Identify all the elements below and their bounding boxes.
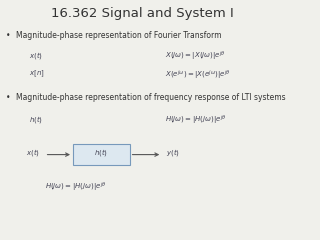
Text: Magnitude-phase representation of Fourier Transform: Magnitude-phase representation of Fourie… [16,30,222,40]
Text: •: • [6,30,10,40]
FancyBboxPatch shape [73,144,130,165]
Text: •: • [6,93,10,102]
Text: $H(j\omega) = |H(j\omega)|e^{j\theta}$: $H(j\omega) = |H(j\omega)|e^{j\theta}$ [165,114,226,127]
Text: $x(t)$: $x(t)$ [29,50,43,61]
Text: $h(t)$: $h(t)$ [94,147,108,158]
Text: $X(e^{j\omega}) = |X(e^{j\omega})|e^{j\theta}$: $X(e^{j\omega}) = |X(e^{j\omega})|e^{j\t… [165,69,231,82]
Text: $H(j\omega) = |H(j\omega)|e^{j\theta}$: $H(j\omega) = |H(j\omega)|e^{j\theta}$ [44,181,106,194]
Text: $x[n]$: $x[n]$ [29,69,45,79]
Text: 16.362 Signal and System I: 16.362 Signal and System I [51,7,234,20]
Text: $h(t)$: $h(t)$ [29,114,43,125]
Text: $X(j\omega) = |X(j\omega)|e^{j\theta}$: $X(j\omega) = |X(j\omega)|e^{j\theta}$ [165,50,226,63]
Text: $y(t)$: $y(t)$ [166,147,180,158]
Text: $x(t)$: $x(t)$ [26,147,40,158]
Text: Magnitude-phase representation of frequency response of LTI systems: Magnitude-phase representation of freque… [16,93,286,102]
